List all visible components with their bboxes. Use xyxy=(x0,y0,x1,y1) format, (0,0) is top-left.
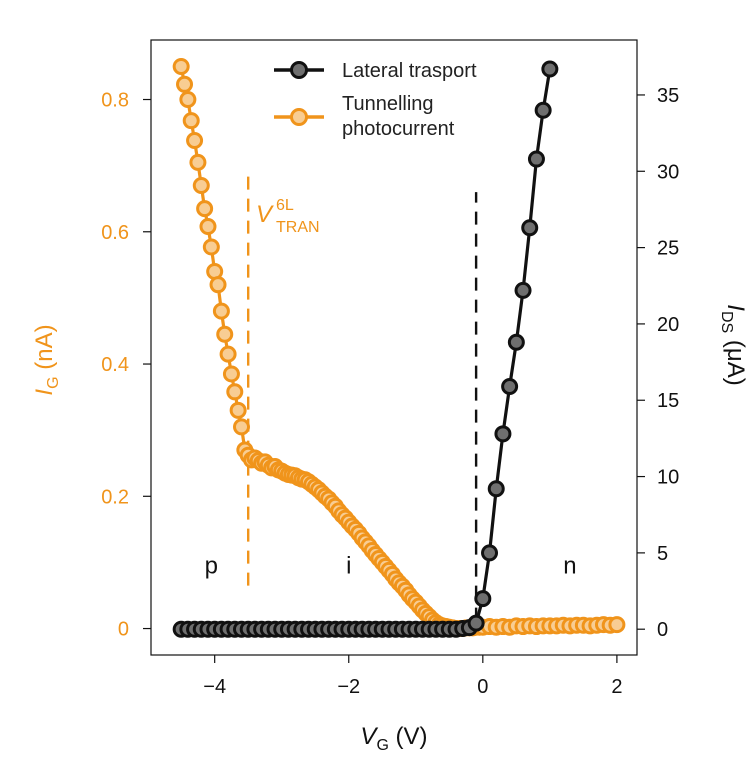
data-point xyxy=(514,281,532,299)
data-point xyxy=(172,57,190,75)
plot-frame xyxy=(150,39,638,656)
legend-marker-tunnelling xyxy=(290,108,308,126)
x-tick-label: −4 xyxy=(203,676,226,698)
data-point xyxy=(196,200,214,218)
legend-marker-lateral xyxy=(290,61,308,79)
left-y-axis-title-sub: G xyxy=(45,376,62,388)
data-point xyxy=(481,544,499,562)
series-lateral-transport xyxy=(172,60,559,638)
data-point xyxy=(507,333,525,351)
x-tick-label: −2 xyxy=(337,676,360,698)
x-tick-label: 2 xyxy=(611,676,622,698)
data-point xyxy=(494,425,512,443)
vtran-annotation-sub: TRAN xyxy=(276,219,320,236)
data-point xyxy=(226,383,244,401)
left-y-tick-label: 0.2 xyxy=(101,486,129,508)
x-axis-title-sub: G xyxy=(376,737,388,754)
x-axis-title: VG (V) xyxy=(360,723,427,754)
region-label-i: i xyxy=(346,553,351,580)
vtran-annotation-main: V xyxy=(256,201,274,228)
legend-label-line: Tunnelling xyxy=(342,93,434,115)
right-y-tick-label: 30 xyxy=(657,161,679,183)
legend-label-tunnelling: Tunnelling photocurrent xyxy=(342,93,455,140)
left-y-tick-label: 0.8 xyxy=(101,90,129,112)
left-y-tick-label: 0 xyxy=(118,619,129,641)
legend-label-lateral: Lateral trasport xyxy=(342,60,477,82)
data-point xyxy=(229,401,247,419)
right-y-tick-label: 0 xyxy=(657,619,668,641)
data-point xyxy=(527,150,545,168)
data-point xyxy=(192,176,210,194)
series-layer xyxy=(172,57,626,638)
right-y-tick-label: 25 xyxy=(657,238,679,260)
right-y-tick-label: 35 xyxy=(657,85,679,107)
data-point xyxy=(467,614,485,632)
x-axis-title-main: V xyxy=(360,723,378,750)
x-axis-title-unit: (V) xyxy=(389,723,428,750)
data-point xyxy=(541,60,559,78)
guide-lines xyxy=(246,175,478,621)
right-y-tick-label: 10 xyxy=(657,467,679,489)
x-tick-label: 0 xyxy=(477,676,488,698)
data-point xyxy=(179,91,197,109)
data-point xyxy=(521,219,539,237)
region-label-n: n xyxy=(563,553,576,580)
data-point xyxy=(608,616,626,634)
data-point xyxy=(182,112,200,130)
right-y-tick-label: 20 xyxy=(657,314,679,336)
data-point xyxy=(222,365,240,383)
legend: Lateral trasport Tunnelling photocurrent xyxy=(274,60,477,140)
x-axis: −4 −2 0 2 xyxy=(203,655,622,698)
series-line xyxy=(179,66,618,631)
right-y-tick-label: 5 xyxy=(657,543,668,565)
left-y-axis-title: IG (nA) xyxy=(31,324,62,395)
left-y-axis-title-unit: (nA) xyxy=(31,324,58,376)
right-y-axis-title: IDS (μA) xyxy=(718,304,749,385)
data-point xyxy=(233,418,250,436)
data-point xyxy=(474,590,492,608)
right-y-axis-title-unit: (μA) xyxy=(722,333,749,386)
data-point xyxy=(534,101,552,119)
right-y-axis: 0 5 10 15 20 25 30 35 xyxy=(637,85,679,641)
data-point xyxy=(186,132,204,150)
data-point xyxy=(212,302,230,320)
vtran-annotation-sup: 6L xyxy=(276,197,294,214)
data-point xyxy=(189,153,207,171)
data-point xyxy=(216,325,234,343)
right-y-axis-title-sub: DS xyxy=(718,311,735,333)
right-y-tick-label: 15 xyxy=(657,390,679,412)
data-point xyxy=(487,480,505,498)
data-point xyxy=(219,345,237,363)
left-y-tick-label: 0.6 xyxy=(101,222,129,244)
data-point xyxy=(209,276,227,294)
data-point xyxy=(501,378,519,395)
right-y-axis-title-main: I xyxy=(722,304,749,311)
region-label-p: p xyxy=(205,553,218,580)
data-point xyxy=(202,238,220,256)
left-y-axis: 0 0.2 0.4 0.6 0.8 xyxy=(101,90,151,641)
legend-label-line: photocurrent xyxy=(342,118,455,140)
left-y-tick-label: 0.4 xyxy=(101,354,129,376)
series-tunnelling-photocurrent xyxy=(172,57,626,638)
data-point xyxy=(176,75,194,93)
data-point xyxy=(199,217,217,235)
vtran-annotation: V 6L TRAN xyxy=(256,197,320,236)
left-y-axis-title-main: I xyxy=(31,389,58,396)
